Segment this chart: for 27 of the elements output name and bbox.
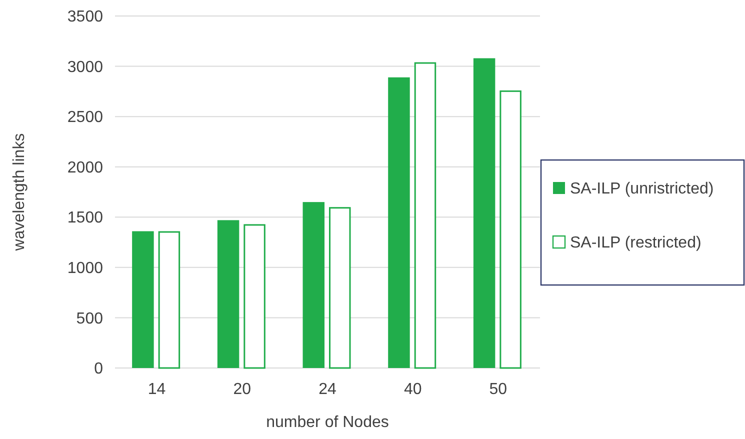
y-tick-label: 2500 <box>67 109 104 126</box>
x-tick-label: 40 <box>404 381 422 398</box>
y-axis-title: wavelength links <box>11 133 28 252</box>
bar <box>244 224 266 369</box>
x-tick-label: 20 <box>233 381 252 398</box>
legend-label: SA-ILP (unristricted) <box>570 180 714 198</box>
x-axis-title: number of Nodes <box>266 414 389 431</box>
x-tick-label: 14 <box>148 381 166 398</box>
y-tick-label: 2000 <box>67 159 104 176</box>
y-tick-label: 500 <box>76 310 104 328</box>
bar <box>414 62 436 369</box>
x-tick-label: 24 <box>318 381 336 398</box>
y-tick-label: 1500 <box>67 210 104 227</box>
bar <box>329 207 351 369</box>
bar <box>388 77 410 368</box>
bar <box>158 231 180 369</box>
y-tick-label: 3500 <box>67 8 104 26</box>
y-tick-label: 3000 <box>67 58 104 76</box>
x-tick-label: 50 <box>489 381 508 398</box>
bar <box>473 58 496 368</box>
bar <box>302 202 324 368</box>
y-tick-label: 0 <box>94 360 104 378</box>
bar <box>132 231 154 368</box>
bar <box>217 220 240 368</box>
y-tick-label: 1000 <box>67 260 104 278</box>
bar <box>500 90 522 369</box>
legend-label: SA-ILP (restricted) <box>570 234 702 252</box>
